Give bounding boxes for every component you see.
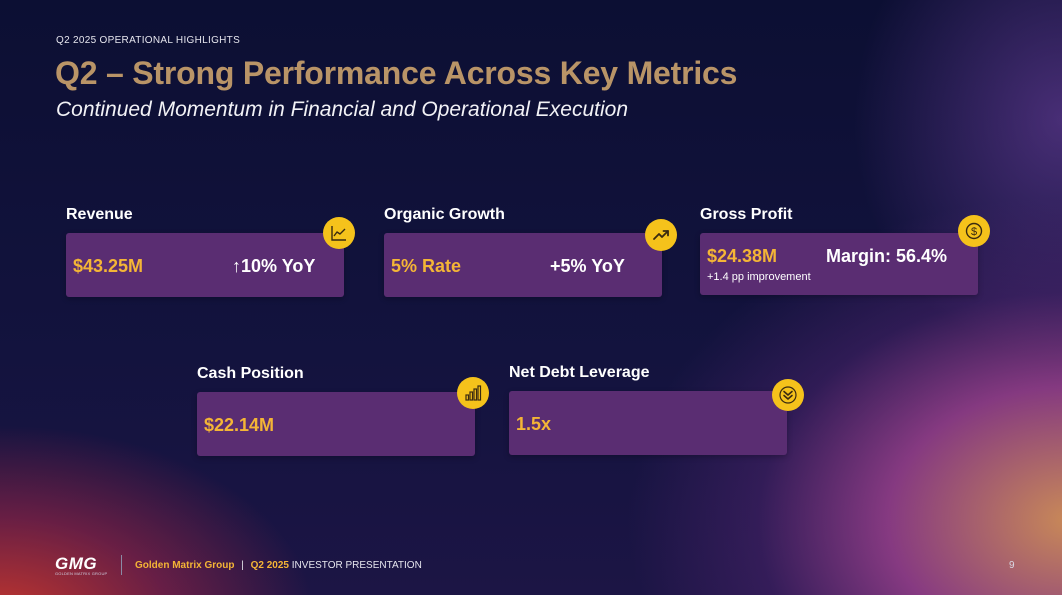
metric-net-debt-leverage: Net Debt Leverage 1.5x xyxy=(509,364,804,456)
metric-yoy: ↑10% YoY xyxy=(232,256,316,276)
metric-card: 1.5x xyxy=(509,391,787,455)
metric-value: $43.25M xyxy=(73,256,144,276)
trending-up-icon xyxy=(645,219,677,251)
metric-revenue: Revenue $43.25M ↑10% YoY xyxy=(66,206,355,298)
svg-text:$: $ xyxy=(971,226,977,238)
footer-separator: | xyxy=(241,560,244,571)
metric-label: Organic Growth xyxy=(384,206,505,223)
double-chevron-down-icon xyxy=(772,379,804,411)
bar-chart-icon xyxy=(457,377,489,409)
footer-deck-title: INVESTOR PRESENTATION xyxy=(291,560,422,571)
metric-organic-growth: Organic Growth 5% Rate +5% YoY xyxy=(384,206,677,298)
footer-period: Q2 2025 xyxy=(250,560,289,571)
metric-label: Cash Position xyxy=(197,365,304,382)
metric-value: $22.14M xyxy=(204,415,275,435)
metric-card: $43.25M ↑10% YoY xyxy=(66,233,344,297)
metric-yoy: +5% YoY xyxy=(550,256,625,276)
slide-title: Q2 – Strong Performance Across Key Metri… xyxy=(55,55,738,91)
dollar-coin-icon: $ xyxy=(958,215,990,247)
footer-divider xyxy=(121,555,122,575)
metric-value: $24.38M xyxy=(707,246,778,266)
metric-label: Gross Profit xyxy=(700,206,793,223)
metric-card: $24.38M Margin: 56.4% +1.4 pp improvemen… xyxy=(700,233,978,295)
metric-value: 1.5x xyxy=(516,414,552,434)
section-eyebrow: Q2 2025 OPERATIONAL HIGHLIGHTS xyxy=(56,35,241,46)
footer-caption: Golden Matrix Group | Q2 2025 INVESTOR P… xyxy=(135,560,422,571)
footer-company: Golden Matrix Group xyxy=(135,560,235,571)
metric-cash-position: Cash Position $22.14M xyxy=(197,365,489,457)
metric-margin: Margin: 56.4% xyxy=(826,246,948,266)
metric-label: Revenue xyxy=(66,206,133,223)
logo-subtext: GOLDEN MATRIX GROUP xyxy=(55,571,108,576)
metric-gross-profit: Gross Profit $24.38M Margin: 56.4% +1.4 … xyxy=(700,206,990,298)
slide-subtitle: Continued Momentum in Financial and Oper… xyxy=(56,98,628,121)
metric-card: 5% Rate +5% YoY xyxy=(384,233,662,297)
metric-card: $22.14M xyxy=(197,392,475,456)
company-logo: GMG GOLDEN MATRIX GROUP xyxy=(55,554,111,576)
logo-text: GMG xyxy=(55,554,98,573)
metric-note: +1.4 pp improvement xyxy=(707,271,811,283)
metric-value: 5% Rate xyxy=(391,256,462,276)
metric-label: Net Debt Leverage xyxy=(509,364,650,381)
page-number: 9 xyxy=(1009,560,1015,571)
line-chart-icon xyxy=(323,217,355,249)
